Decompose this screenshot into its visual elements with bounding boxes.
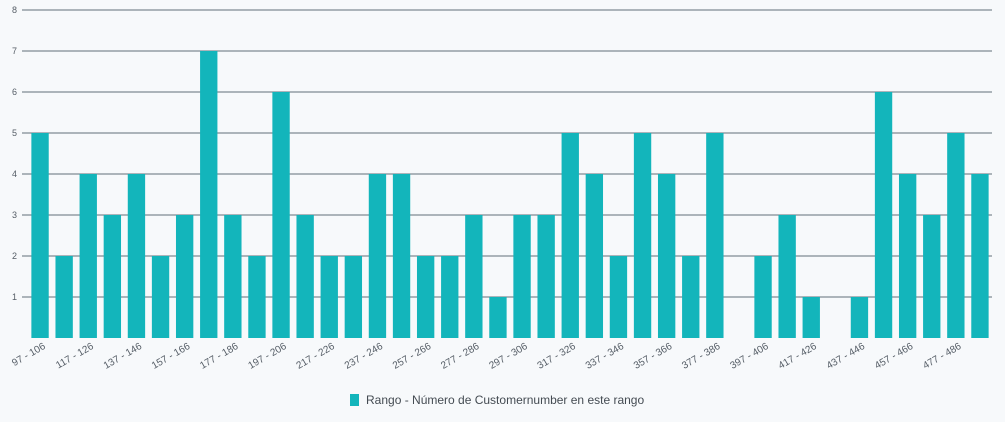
bar-357-366[interactable] (657, 174, 676, 338)
bar-197-206[interactable] (272, 92, 290, 338)
bar-467-476[interactable] (923, 215, 941, 338)
bar-277-286[interactable] (465, 215, 483, 338)
y-tick-label: 2 (12, 251, 17, 261)
bar-457-466[interactable] (898, 174, 917, 338)
bar-217-226[interactable] (320, 256, 338, 338)
x-tick-label: 117 - 126 (54, 341, 96, 372)
bar-487-496[interactable] (971, 174, 989, 338)
bar-347-356[interactable] (633, 133, 652, 338)
x-tick-label: 237 - 246 (343, 341, 385, 372)
bar-407-416[interactable] (778, 215, 796, 338)
bar-207-216[interactable] (296, 215, 314, 338)
bar-187-196[interactable] (248, 256, 266, 338)
x-tick-label: 337 - 346 (584, 341, 626, 372)
x-axis-labels: 97 - 106 117 - 126 137 - 146 157 - 166 177 -… (10, 341, 963, 372)
bar-157-166[interactable] (175, 215, 194, 338)
y-tick-label: 4 (12, 169, 17, 179)
bar-257-266[interactable] (416, 256, 435, 338)
x-tick-label: 457 - 466 (873, 341, 915, 372)
x-tick-label: 217 - 226 (295, 341, 337, 372)
bar-447-456[interactable] (874, 92, 893, 338)
bar-437-446[interactable] (850, 297, 869, 338)
x-tick-label: 377 - 386 (680, 341, 722, 372)
bar-127-136[interactable] (103, 215, 122, 338)
bar-377-386[interactable] (706, 133, 724, 338)
y-tick-label: 1 (12, 292, 17, 302)
x-tick-label: 477 - 486 (921, 341, 963, 372)
bar-247-256[interactable] (392, 174, 411, 338)
bar-397-406[interactable] (754, 256, 772, 338)
bars-layer (31, 51, 989, 338)
bar-417-426[interactable] (802, 297, 820, 338)
x-tick-label: 137 - 146 (102, 341, 144, 372)
bar-287-296[interactable] (489, 297, 507, 338)
bar-167-176[interactable] (200, 51, 218, 338)
x-tick-label: 417 - 426 (777, 341, 819, 372)
legend-label: Rango - Número de Customernumber en este… (366, 393, 644, 407)
bar-97-106[interactable] (31, 133, 49, 338)
y-tick-label: 3 (12, 210, 17, 220)
x-tick-label: 97 - 106 (10, 341, 48, 369)
grid-layer (22, 9, 992, 298)
bar-337-346[interactable] (609, 256, 628, 338)
legend[interactable]: Rango - Número de Customernumber en este… (350, 393, 644, 407)
bar-297-306[interactable] (513, 215, 531, 338)
x-tick-label: 397 - 406 (728, 341, 770, 372)
x-tick-label: 317 - 326 (536, 341, 578, 372)
bar-147-156[interactable] (151, 256, 170, 338)
bar-317-326[interactable] (561, 133, 579, 338)
x-tick-label: 437 - 446 (825, 341, 867, 372)
x-tick-label: 357 - 366 (632, 341, 674, 372)
y-tick-label: 5 (12, 128, 17, 138)
x-tick-label: 297 - 306 (487, 341, 529, 372)
bar-327-336[interactable] (585, 174, 604, 338)
x-tick-label: 197 - 206 (246, 341, 288, 372)
bar-237-246[interactable] (368, 174, 387, 338)
bar-267-276[interactable] (441, 256, 459, 338)
bar-117-126[interactable] (79, 174, 97, 338)
bar-307-316[interactable] (537, 215, 555, 338)
y-tick-label: 7 (12, 46, 17, 56)
bar-107-116[interactable] (55, 256, 73, 338)
y-tick-label: 8 (12, 5, 17, 15)
bar-477-486[interactable] (947, 133, 965, 338)
x-tick-label: 157 - 166 (150, 341, 192, 372)
x-tick-label: 177 - 186 (198, 341, 240, 372)
bar-367-376[interactable] (682, 256, 700, 338)
x-tick-label: 277 - 286 (439, 341, 481, 372)
bar-227-236[interactable] (344, 256, 363, 338)
y-tick-label: 6 (12, 87, 17, 97)
y-axis-labels: 1 2 3 4 5 6 7 8 (12, 5, 17, 302)
legend-swatch (350, 394, 359, 406)
x-tick-label: 257 - 266 (391, 341, 433, 372)
bar-137-146[interactable] (127, 174, 146, 338)
bar-177-186[interactable] (224, 215, 242, 338)
